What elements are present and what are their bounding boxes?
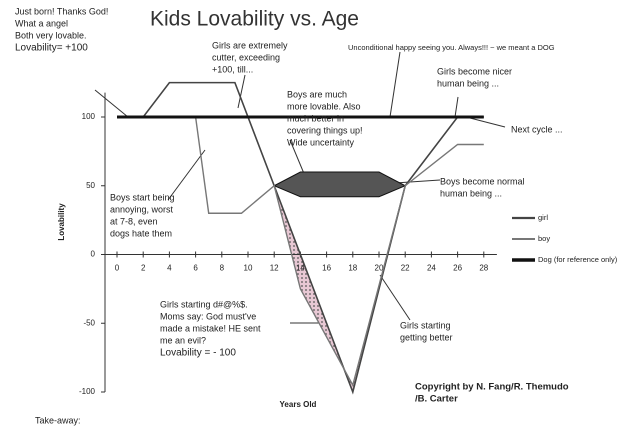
annotation: /B. Carter	[415, 394, 458, 405]
x-tick-label: 16	[322, 264, 331, 273]
x-tick-label: 10	[244, 264, 253, 273]
x-tick-label: 12	[270, 264, 279, 273]
annotation: Girls are extremely	[212, 40, 288, 50]
x-tick-label: 6	[193, 264, 198, 273]
annotation: Just born! Thanks God!	[15, 6, 108, 16]
annotation: Boys start being	[110, 192, 175, 202]
annotation: Girls starting	[400, 320, 451, 330]
y-tick-label: -100	[79, 387, 96, 396]
x-tick-label: 24	[427, 264, 436, 273]
annotation: Lovability = - 100	[160, 348, 236, 359]
annotation: me an evil?	[160, 335, 206, 345]
annotation: getting better	[400, 332, 453, 342]
annotation: much better in	[287, 113, 344, 123]
annotation: Wide uncertainty	[287, 137, 355, 147]
y-axis-label: Lovability	[57, 203, 66, 241]
annotation: more lovable. Also	[287, 101, 361, 111]
annotation: Next cycle ...	[511, 124, 563, 134]
x-tick-label: 26	[453, 264, 462, 273]
legend-label: girl	[538, 213, 548, 222]
annotation: dogs hate them	[110, 228, 172, 238]
x-tick-label: 28	[479, 264, 488, 273]
arrows	[94, 51, 506, 324]
legend-label: boy	[538, 234, 550, 243]
annotation: +100, till...	[212, 64, 253, 74]
x-tick-label: 2	[141, 264, 146, 273]
chart-title: Kids Lovability vs. Age	[150, 8, 359, 31]
overlap-region	[273, 171, 407, 198]
annotation: Girls become nicer	[437, 66, 512, 76]
annotation: human being ...	[440, 188, 502, 198]
x-tick-label: 8	[220, 264, 225, 273]
y-tick-label: 50	[86, 181, 95, 190]
y-tick-label: 100	[82, 112, 96, 121]
x-tick-label: 22	[401, 264, 410, 273]
annotation: annoying, worst	[110, 204, 174, 214]
annotation: cutter, exceeding	[212, 52, 280, 62]
annotation: Take-away:	[35, 415, 81, 425]
annotation: Girls starting d#@%$.	[160, 299, 248, 309]
x-tick-label: 20	[375, 264, 384, 273]
annotation: Boys are much	[287, 89, 347, 99]
legend-label: Dog (for reference only)	[538, 255, 618, 264]
annotation: at 7-8, even	[110, 216, 158, 226]
annotation: Unconditional happy seeing you. Always!!…	[348, 43, 555, 52]
annotation: covering things up!	[287, 125, 363, 135]
x-tick-label: 4	[167, 264, 172, 273]
annotation: Lovability= +100	[15, 43, 88, 54]
annotation: What a angel	[15, 18, 68, 28]
annotation: human being ...	[437, 78, 499, 88]
y-tick-label: 0	[91, 250, 96, 259]
annotation: made a mistake! HE sent	[160, 323, 261, 333]
x-axis-label: Years Old	[280, 400, 317, 409]
annotation: Both very lovable.	[15, 30, 87, 40]
annotation: Copyright by N. Fang/R. Themudo	[415, 382, 569, 393]
x-tick-label: 0	[115, 264, 120, 273]
annotation: Boys become normal	[440, 176, 525, 186]
y-tick-label: -50	[83, 318, 95, 327]
annotation: Moms say: God must've	[160, 311, 256, 321]
x-tick-label: 14	[296, 264, 305, 273]
x-tick-label: 18	[348, 264, 357, 273]
series-line	[117, 116, 484, 388]
